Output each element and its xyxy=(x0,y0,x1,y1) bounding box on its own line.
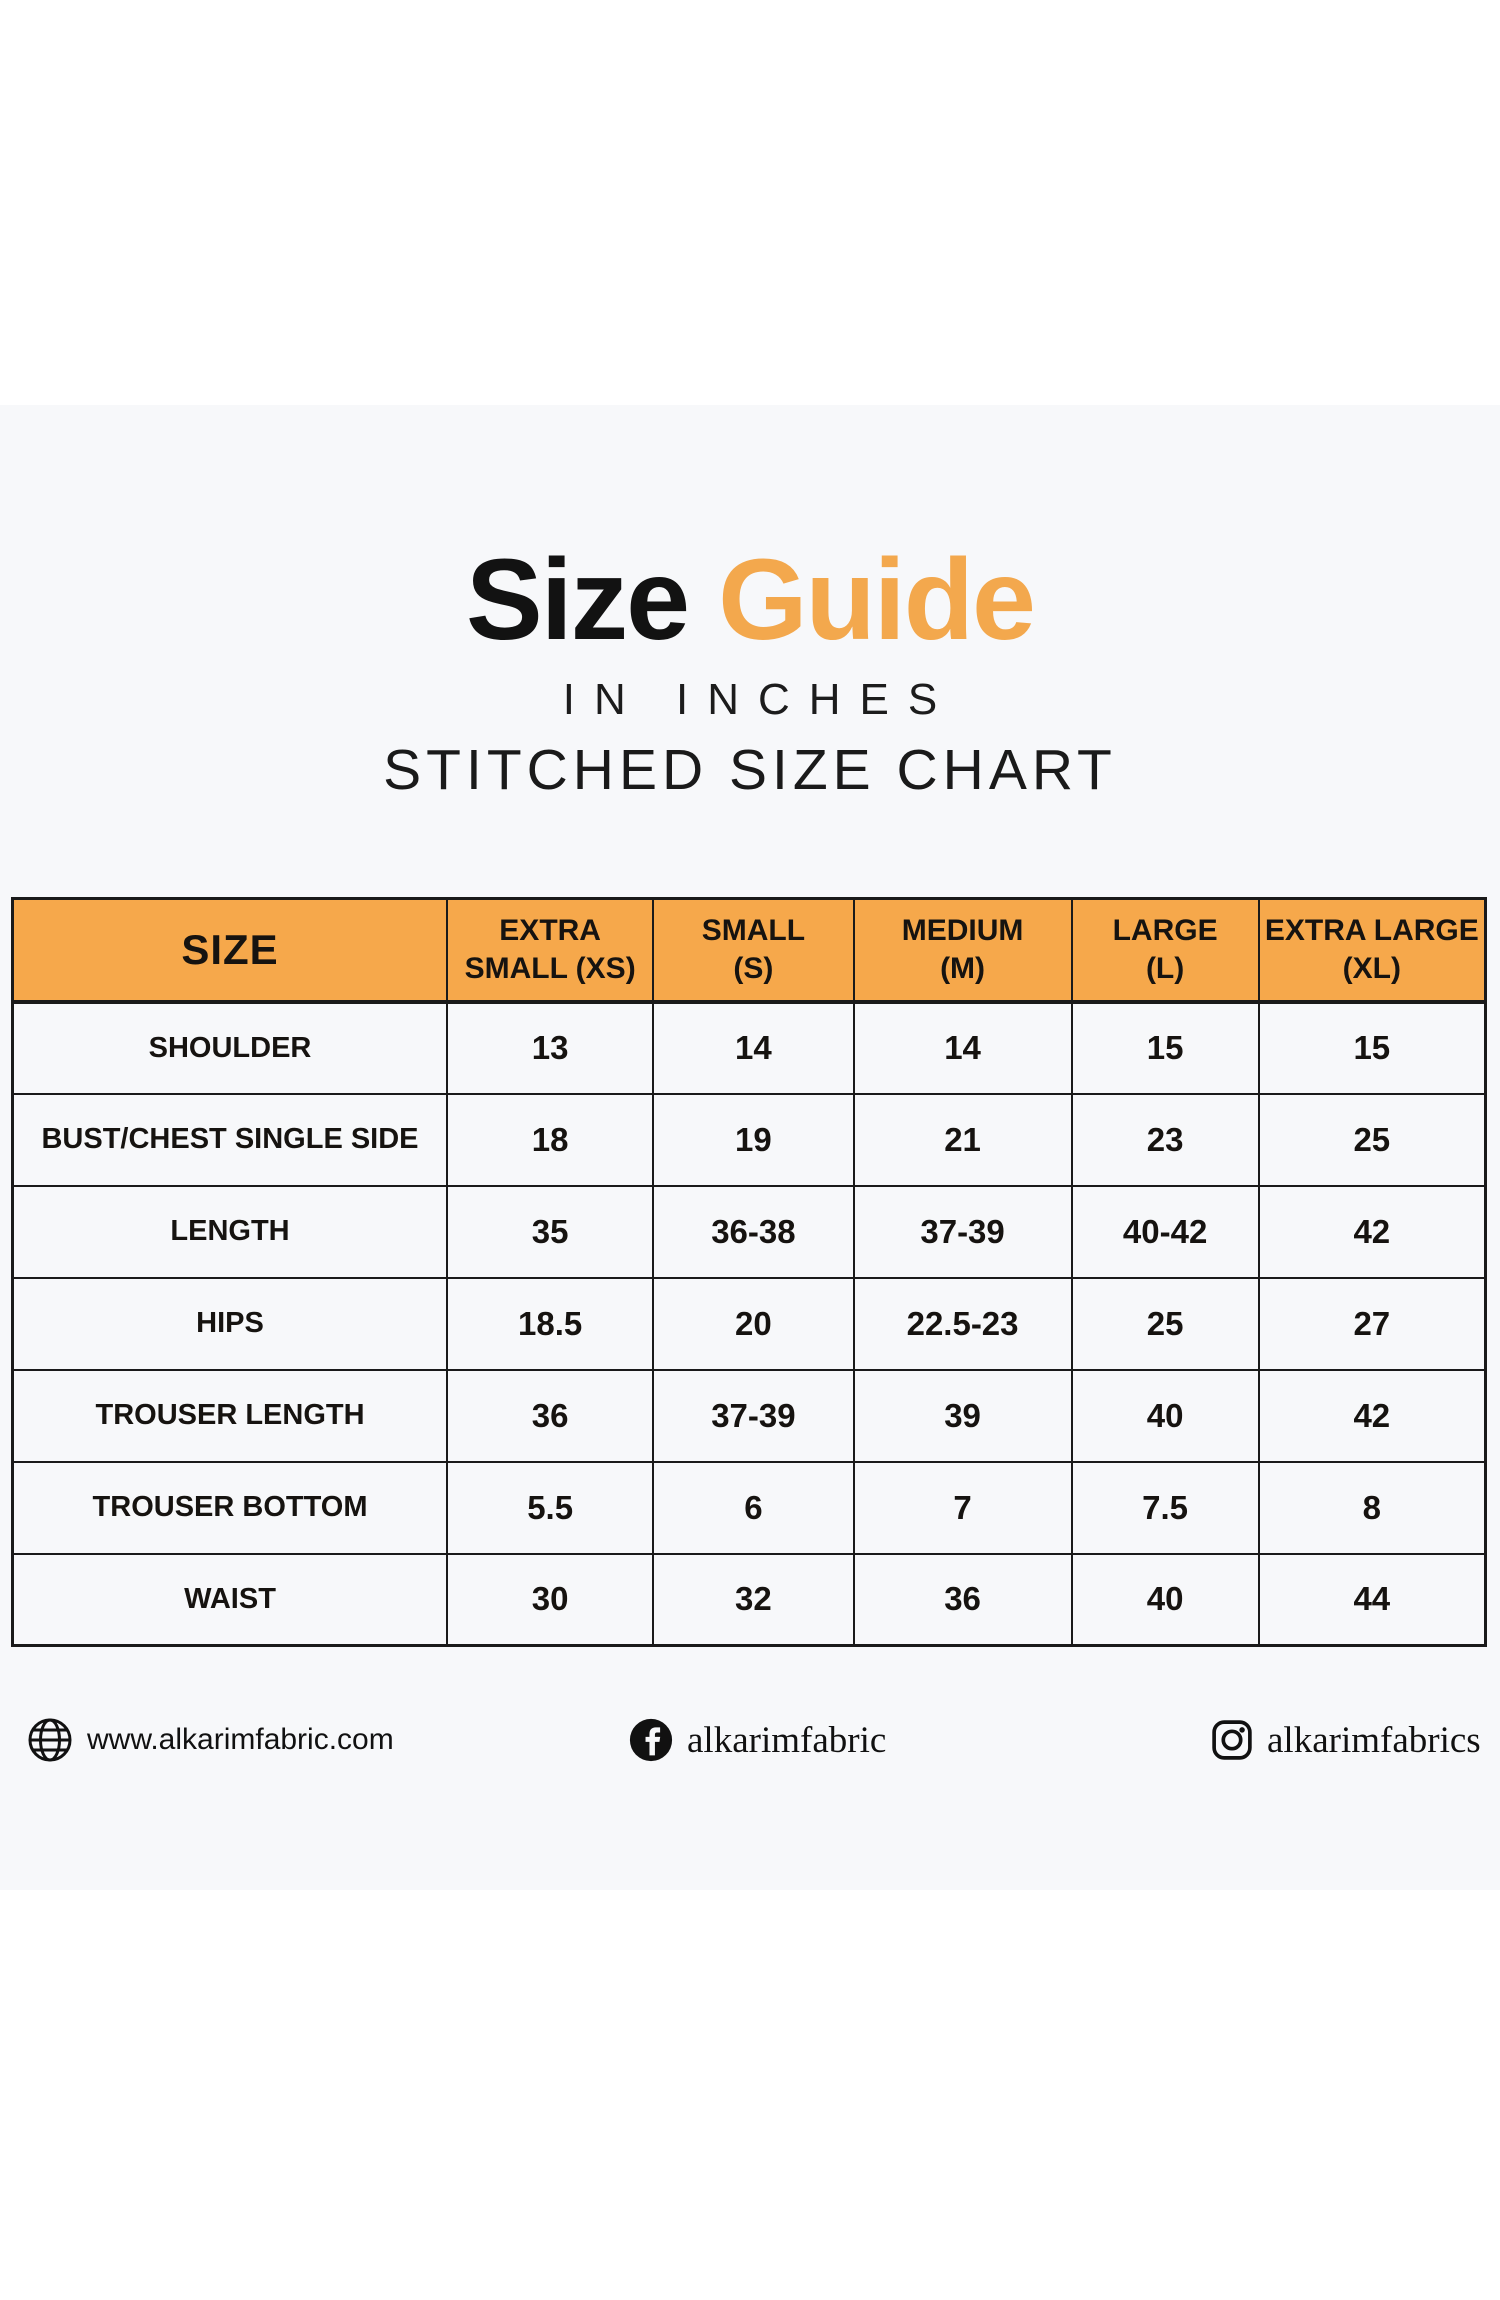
value-cell: 15 xyxy=(1070,1000,1260,1095)
value-cell: 7 xyxy=(852,1460,1073,1555)
value-cell: 22.5-23 xyxy=(852,1276,1073,1371)
column-header-medium: MEDIUM (M) xyxy=(852,897,1073,1004)
instagram-contact: alkarimfabrics xyxy=(1210,1712,1481,1768)
value-cell: 40 xyxy=(1070,1368,1260,1463)
table-row-shoulder: SHOULDER 13 14 14 15 15 xyxy=(11,1000,1487,1095)
value-cell: 36 xyxy=(852,1552,1073,1647)
value-cell: 14 xyxy=(852,1000,1073,1095)
value-cell: 37-39 xyxy=(652,1368,855,1463)
value-cell: 7.5 xyxy=(1070,1460,1260,1555)
page-title-size: Size xyxy=(466,536,690,664)
website-url: www.alkarimfabric.com xyxy=(87,1723,394,1756)
value-cell: 42 xyxy=(1257,1184,1487,1279)
facebook-contact: alkarimfabric xyxy=(628,1712,886,1768)
row-label: SHOULDER xyxy=(11,1000,449,1095)
value-cell: 32 xyxy=(652,1552,855,1647)
page-title-guide: Guide xyxy=(718,536,1036,664)
table-row-length: LENGTH 35 36-38 37-39 40-42 42 xyxy=(11,1184,1487,1279)
table-row-trouser-bottom: TROUSER BOTTOM 5.5 6 7 7.5 8 xyxy=(11,1460,1487,1555)
row-label: HIPS xyxy=(11,1276,449,1371)
value-cell: 39 xyxy=(852,1368,1073,1463)
contact-footer: www.alkarimfabric.com alkarimfabric alka… xyxy=(0,1712,1500,1768)
table-row-trouser-length: TROUSER LENGTH 36 37-39 39 40 42 xyxy=(11,1368,1487,1463)
value-cell: 21 xyxy=(852,1092,1073,1187)
subtitle-in-inches: IN INCHES xyxy=(562,674,957,724)
table-row-bust-chest: BUST/CHEST SINGLE SIDE 18 19 21 23 25 xyxy=(11,1092,1487,1187)
value-cell: 18 xyxy=(446,1092,655,1187)
column-header-small: SMALL (S) xyxy=(652,897,855,1004)
value-cell: 8 xyxy=(1257,1460,1487,1555)
value-cell: 6 xyxy=(652,1460,855,1555)
website-contact: www.alkarimfabric.com xyxy=(26,1712,394,1768)
value-cell: 36-38 xyxy=(652,1184,855,1279)
facebook-handle: alkarimfabric xyxy=(687,1719,887,1761)
row-label: WAIST xyxy=(11,1552,449,1647)
value-cell: 15 xyxy=(1257,1000,1487,1095)
value-cell: 37-39 xyxy=(852,1184,1073,1279)
row-label: LENGTH xyxy=(11,1184,449,1279)
value-cell: 19 xyxy=(652,1092,855,1187)
table-row-hips: HIPS 18.5 20 22.5-23 25 27 xyxy=(11,1276,1487,1371)
column-header-large: LARGE (L) xyxy=(1070,897,1260,1004)
value-cell: 42 xyxy=(1257,1368,1487,1463)
subtitle-stitched-size-chart: STITCHED SIZE CHART xyxy=(383,737,1117,802)
value-cell: 30 xyxy=(446,1552,655,1647)
column-header-extra-small: EXTRA SMALL (XS) xyxy=(446,897,655,1004)
row-label: TROUSER BOTTOM xyxy=(11,1460,449,1555)
value-cell: 25 xyxy=(1257,1092,1487,1187)
table-row-waist: WAIST 30 32 36 40 44 xyxy=(11,1552,1487,1647)
column-header-extra-large: EXTRA LARGE (XL) xyxy=(1257,897,1487,1004)
value-cell: 27 xyxy=(1257,1276,1487,1371)
value-cell: 25 xyxy=(1070,1276,1260,1371)
value-cell: 40-42 xyxy=(1070,1184,1260,1279)
instagram-icon xyxy=(1210,1718,1254,1762)
value-cell: 20 xyxy=(652,1276,855,1371)
value-cell: 13 xyxy=(446,1000,655,1095)
header-row: SIZE EXTRA SMALL (XS) SMALL (S) MEDIUM (M) … xyxy=(11,897,1487,1004)
value-cell: 5.5 xyxy=(446,1460,655,1555)
row-label: TROUSER LENGTH xyxy=(11,1368,449,1463)
value-cell: 18.5 xyxy=(446,1276,655,1371)
globe-icon xyxy=(26,1716,74,1764)
value-cell: 14 xyxy=(652,1000,855,1095)
instagram-handle: alkarimfabrics xyxy=(1267,1719,1481,1761)
facebook-icon xyxy=(628,1717,674,1763)
column-header-size: SIZE xyxy=(11,897,449,1004)
value-cell: 40 xyxy=(1070,1552,1260,1647)
value-cell: 36 xyxy=(446,1368,655,1463)
row-label: BUST/CHEST SINGLE SIDE xyxy=(11,1092,449,1187)
header-block: Size Guide IN INCHES STITCHED SIZE CHART xyxy=(0,540,1500,803)
size-chart-table: SIZE EXTRA SMALL (XS) SMALL (S) MEDIUM (M) … xyxy=(11,897,1487,1647)
value-cell: 44 xyxy=(1257,1552,1487,1647)
page-title: Size Guide xyxy=(0,540,1500,661)
value-cell: 35 xyxy=(446,1184,655,1279)
value-cell: 23 xyxy=(1070,1092,1260,1187)
